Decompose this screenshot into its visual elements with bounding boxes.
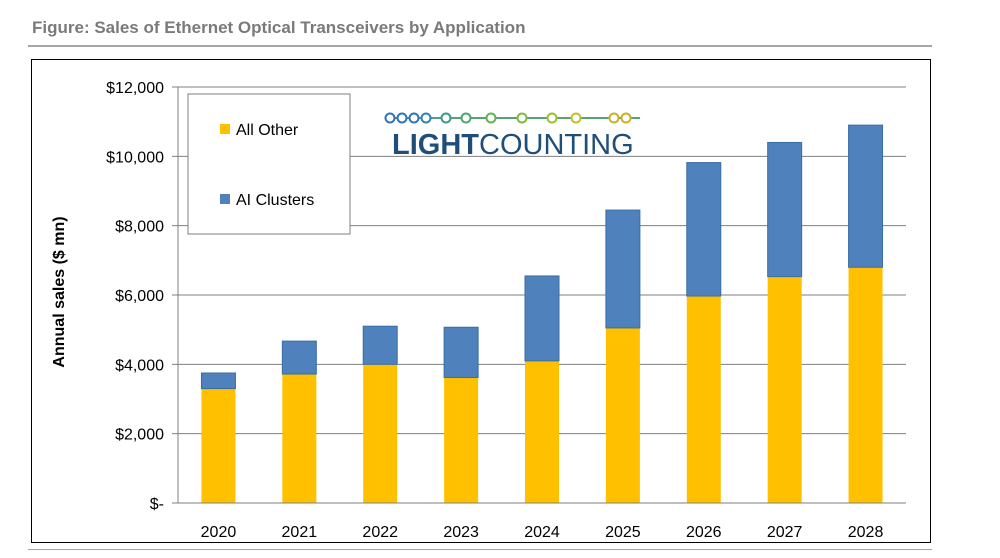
y-tick-label: $2,000 [115,427,164,444]
bar-all-other-2028 [848,267,883,503]
bar-ai-clusters-2024 [524,275,560,362]
logo-light-text: LIGHT [392,129,479,161]
x-tick-label: 2022 [362,524,398,541]
logo-dot [384,112,396,124]
logo-wordmark: LIGHTCOUNTING [392,129,634,161]
logo-dot [546,112,558,124]
bar-all-other-2022 [363,364,398,503]
chart-frame [31,59,931,543]
legend-box [187,93,351,235]
bars [200,124,884,503]
x-tick-label: 2027 [767,524,803,541]
bar-all-other-2021 [282,374,317,503]
bar-ai-clusters-2025 [605,209,641,329]
figure-title: Figure: Sales of Ethernet Optical Transc… [32,18,526,37]
bar-ai-clusters-2023 [443,326,479,379]
bar-ai-clusters-2028 [848,124,884,268]
x-tick-label: 2028 [848,524,884,541]
logo-dot [420,112,432,124]
logo-dot [396,112,408,124]
bar-all-other-2023 [444,377,479,503]
logo-dot [608,112,620,124]
axes: $- $2,000 $4,000 $6,000 $8,000 $10,000 $12,000… [106,80,906,541]
y-tick-label: $6,000 [115,288,164,305]
legend-label-all-other: All Other [236,122,299,139]
bar-ai-clusters-2027 [767,141,803,278]
bar-all-other-2027 [767,276,802,503]
x-tick-label: 2026 [686,524,722,541]
y-tick-label: $12,000 [106,80,164,97]
logo-dot [485,112,497,124]
x-tick-label: 2020 [201,524,237,541]
y-tick-label: $4,000 [115,357,164,374]
logo-dot [620,112,632,124]
bar-ai-clusters-2022 [362,325,398,365]
logo-dot [460,112,472,124]
y-tick-label: $10,000 [106,149,164,166]
legend: All Other AI Clusters [187,93,351,235]
logo-dot [440,112,452,124]
legend-label-ai-clusters: AI Clusters [236,192,314,209]
bar-ai-clusters-2020 [200,372,236,390]
bar-all-other-2020 [201,388,236,503]
x-tick-label: 2024 [524,524,560,541]
bar-all-other-2026 [686,296,721,503]
x-tick-label: 2025 [605,524,641,541]
bar-all-other-2025 [605,327,640,503]
legend-swatch-ai-clusters [220,194,230,204]
bar-ai-clusters-2026 [686,162,722,297]
y-tick-label: $- [150,496,164,513]
logo-dot [408,112,420,124]
bottom-divider [28,549,932,550]
logo-dot-chain-icon [384,112,640,124]
logo-counting-text: COUNTING [479,129,634,161]
lightcounting-logo: LIGHTCOUNTING [384,112,640,161]
y-tick-label: $8,000 [115,219,164,236]
y-axis-title: Annual sales ($ mn) [51,216,68,367]
legend-swatch-all-other [220,124,230,134]
logo-dot [516,112,528,124]
logo-dot [570,112,582,124]
x-tick-label: 2023 [443,524,479,541]
x-tick-label: 2021 [282,524,318,541]
title-divider [28,45,932,47]
bar-ai-clusters-2021 [281,340,317,375]
bar-all-other-2024 [525,360,559,503]
